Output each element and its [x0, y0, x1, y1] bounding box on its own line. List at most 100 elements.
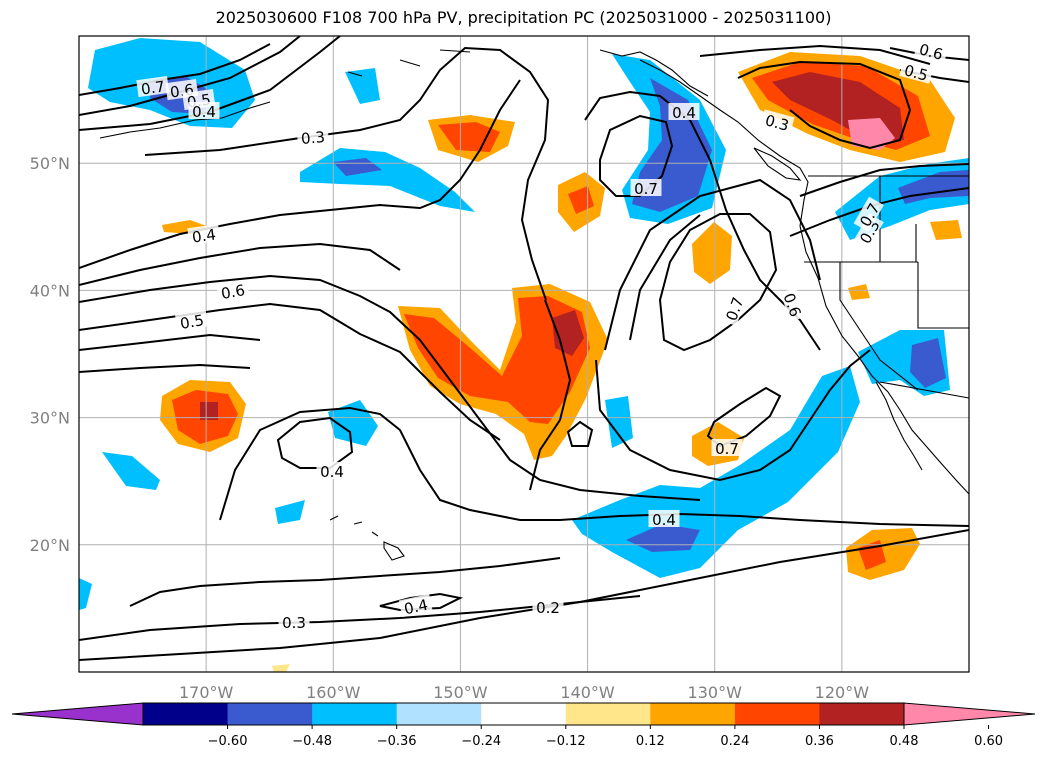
state-boundary [879, 176, 969, 329]
colorbar-tick-label: −0.12 [546, 734, 586, 749]
colorbar-tick-label: 0.60 [974, 734, 1003, 749]
svg-text:0.4: 0.4 [320, 463, 344, 481]
colorbar-swatch [650, 703, 736, 725]
neg-anomaly-area [300, 148, 475, 212]
pv-contour [379, 592, 464, 612]
contour-label: 0.3 [296, 126, 330, 148]
contour-label: 0.7 [630, 179, 662, 198]
alaska-panhandle-coast [599, 49, 709, 97]
neg-anomaly-area [275, 500, 305, 524]
x-tick-label: 130°W [688, 683, 743, 702]
neg-anomaly-area [345, 68, 380, 104]
pos-anomaly-core [200, 402, 218, 420]
colorbar-swatch [734, 703, 820, 725]
north-america-coastline [639, 59, 969, 495]
svg-text:0.4: 0.4 [191, 225, 217, 246]
pv-contour [566, 420, 594, 447]
colorbar-swatch [312, 703, 398, 725]
colorbar-frame [142, 702, 905, 726]
longitude-tick-labels: 170°W 160°W 150°W 140°W 130°W 120°W [179, 683, 869, 702]
pv-contour [79, 43, 271, 96]
precip-shading [79, 38, 969, 672]
pos-anomaly-peak [848, 118, 895, 150]
svg-text:0.4: 0.4 [652, 511, 676, 529]
x-tick-label: 120°W [815, 683, 870, 702]
colorbar-tick-label: 0.24 [720, 734, 749, 749]
contour-label: 0.4 [668, 103, 700, 122]
pv-contour [658, 213, 778, 352]
contour-label: 0.4 [187, 223, 221, 247]
svg-text:0.5: 0.5 [902, 61, 930, 85]
svg-text:0.6: 0.6 [220, 281, 247, 303]
svg-text:0.3: 0.3 [300, 128, 325, 148]
pv-contour [79, 333, 261, 351]
vancouver-island [753, 147, 802, 181]
contour-label: 0.6 [779, 287, 807, 322]
svg-text:0.2: 0.2 [536, 599, 560, 617]
colorbar-tick-label: −0.60 [208, 734, 248, 749]
contour-label: 0.7 [720, 291, 748, 326]
svg-text:0.7: 0.7 [634, 180, 658, 198]
svg-text:0.4: 0.4 [192, 103, 216, 121]
hawaii-islands [329, 515, 405, 561]
colorbar-extend-min [11, 702, 144, 726]
pv-contour [799, 163, 969, 197]
pv-contour [79, 242, 401, 286]
pos-anomaly-area [692, 222, 732, 284]
colorbar-tick-label: −0.48 [292, 734, 332, 749]
svg-text:0.3: 0.3 [763, 111, 791, 135]
contour-label: 0.4 [398, 593, 433, 619]
colorbar-tick-label: −0.36 [377, 734, 417, 749]
pv-contour [79, 36, 341, 131]
y-tick-label: 30°N [30, 409, 70, 428]
y-tick-label: 40°N [30, 281, 70, 300]
colorbar: −0.60 −0.48 −0.36 −0.24 −0.12 0.12 0.24 0.36 0.4… [11, 702, 1036, 749]
pv-contour [595, 349, 871, 482]
contour-label: 0.2 [532, 598, 564, 617]
svg-text:0.6: 0.6 [917, 40, 945, 64]
pv-contour [144, 46, 550, 301]
contour-label: 0.7 [711, 439, 743, 458]
colorbar-swatch [143, 703, 229, 725]
latitude-tick-labels: 50°N 40°N 30°N 20°N [30, 154, 70, 555]
pos-anomaly-area [930, 220, 962, 240]
coastlines [99, 49, 969, 561]
colorbar-swatch [819, 703, 905, 725]
contour-label: 0.6 [215, 279, 250, 303]
pv-contour [584, 90, 821, 351]
colorbar-tick-label: 0.48 [890, 734, 919, 749]
contour-label: 0.4 [648, 510, 680, 529]
x-tick-label: 160°W [306, 683, 361, 702]
x-tick-label: 150°W [433, 683, 488, 702]
contour-label: 0.3 [760, 109, 795, 135]
contour-label: 0.7 [136, 75, 170, 99]
pv-contour [599, 114, 674, 197]
pv-contour [604, 178, 821, 351]
svg-text:0.4: 0.4 [402, 596, 429, 619]
plot-frame [78, 35, 970, 673]
svg-text:0.4: 0.4 [672, 104, 696, 122]
pv-contour [699, 44, 931, 65]
x-tick-label: 140°W [560, 683, 615, 702]
pv-contour [79, 363, 251, 373]
svg-text:0.7: 0.7 [715, 440, 739, 458]
colorbar-tick-label: 0.12 [636, 734, 665, 749]
svg-text:0.3: 0.3 [282, 614, 306, 632]
colorbar-tick-label: 0.36 [805, 734, 834, 749]
contour-label: 0.6 [914, 38, 949, 64]
y-tick-label: 50°N [30, 154, 70, 173]
aleutian-islands [99, 49, 471, 139]
pv-contour [79, 36, 301, 116]
graticule [79, 36, 969, 672]
pos-anomaly-area [272, 664, 290, 672]
contour-label: 0.4 [188, 102, 220, 121]
colorbar-swatch [227, 703, 313, 725]
colorbar-extend-max [903, 702, 1036, 726]
border [879, 381, 969, 399]
pv-contour [276, 416, 354, 469]
neg-anomaly-area [79, 578, 92, 610]
neg-anomaly-area [605, 396, 633, 448]
contour-label: 0.3 [278, 613, 310, 632]
contour-label: 0.5 [174, 309, 209, 333]
